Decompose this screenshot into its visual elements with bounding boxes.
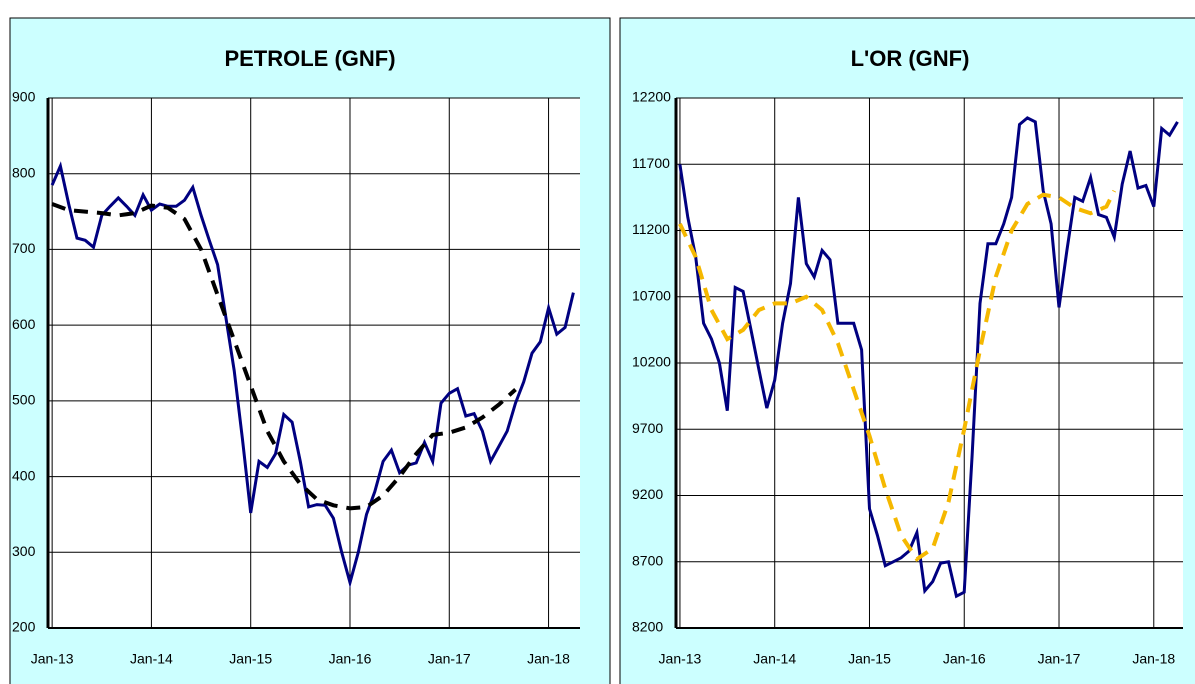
x-tick-label: Jan-17 [428,651,471,667]
y-tick-label: 400 [12,467,36,483]
y-tick-label: 8200 [632,619,663,635]
x-tick-label: Jan-14 [753,651,796,667]
y-tick-label: 10200 [632,354,671,370]
y-tick-label: 700 [12,240,36,256]
y-tick-label: 11200 [632,221,670,237]
x-tick-label: Jan-17 [1038,651,1081,667]
line-series [51,202,517,511]
y-tick-label: 11700 [632,155,670,171]
y-tick-label: 600 [12,316,36,332]
x-tick-label: Jan-18 [527,651,570,667]
x-tick-label: Jan-13 [31,651,74,667]
y-tick-label: 800 [12,164,36,180]
line-series [678,116,1179,599]
x-tick-label: Jan-15 [848,651,891,667]
y-tick-label: 300 [12,543,36,559]
y-tick-label: 200 [12,619,36,635]
x-tick-label: Jan-13 [659,651,702,667]
y-tick-label: 8700 [632,552,663,568]
x-tick-label: Jan-16 [943,651,986,667]
y-tick-label: 500 [12,392,36,408]
y-tick-label: 9200 [632,486,663,502]
line-series [50,161,575,589]
line-series [678,189,1117,562]
chart-title: L'OR (GNF) [851,46,970,71]
x-tick-label: Jan-14 [130,651,173,667]
x-tick-label: Jan-15 [229,651,272,667]
plot-area [48,98,580,628]
y-tick-label: 9700 [632,420,663,436]
x-tick-label: Jan-16 [329,651,372,667]
y-tick-label: 10700 [632,287,671,303]
x-tick-label: Jan-18 [1132,651,1175,667]
y-tick-label: 900 [12,89,36,105]
y-tick-label: 12200 [632,89,671,105]
chart-title: PETROLE (GNF) [224,46,395,71]
